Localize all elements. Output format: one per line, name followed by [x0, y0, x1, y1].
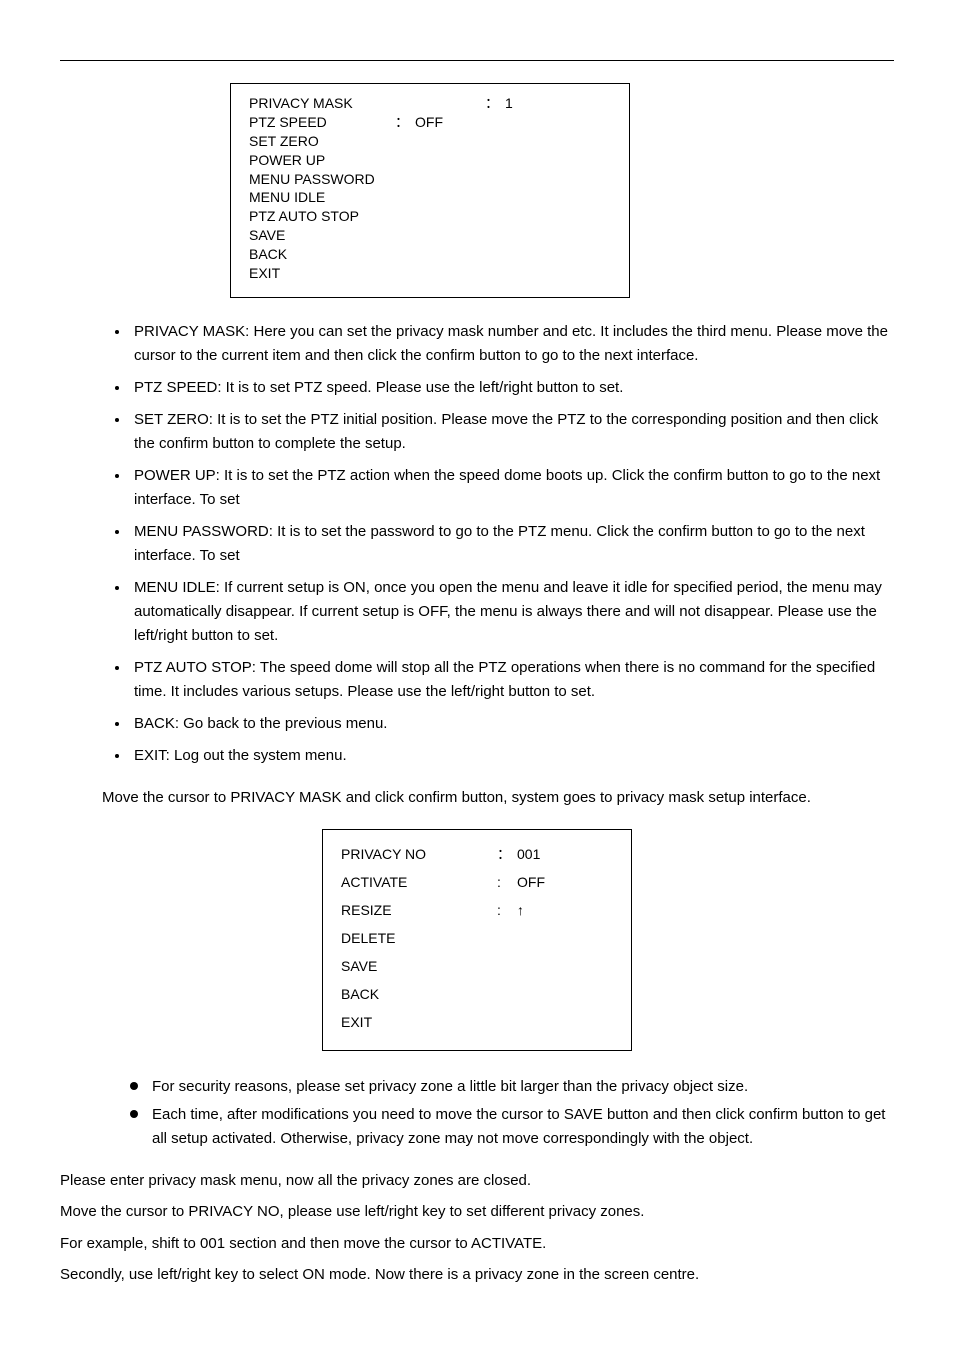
menu-item-privacy-mask: PRIVACY MASK ： 1	[249, 94, 611, 113]
menu-label: ACTIVATE	[341, 868, 491, 896]
list-item: SET ZERO: It is to set the PTZ initial p…	[130, 408, 894, 456]
menu-label: SET ZERO	[249, 132, 409, 151]
menu-sep: :	[491, 868, 517, 896]
tail-text: Move the cursor to PRIVACY NO, please us…	[60, 1200, 894, 1223]
menu-label: EXIT	[341, 1008, 491, 1036]
menu-sep: ：	[389, 113, 415, 132]
menu-item-back: BACK	[341, 980, 613, 1008]
list-item: PTZ AUTO STOP: The speed dome will stop …	[130, 656, 894, 704]
list-item: BACK: Go back to the previous menu.	[130, 712, 894, 736]
menu-sep: :	[491, 896, 517, 924]
menu-value: OFF	[517, 868, 545, 896]
list-item: Each time, after modifications you need …	[130, 1103, 894, 1151]
list-item: MENU IDLE: If current setup is ON, once …	[130, 576, 894, 648]
menu-item-resize: RESIZE : ↑	[341, 896, 613, 924]
menu-label: PTZ AUTO STOP	[249, 207, 409, 226]
menu-label: BACK	[249, 245, 409, 264]
menu-item-exit: EXIT	[249, 264, 611, 283]
menu-item-privacy-no: PRIVACY NO ： 001	[341, 840, 613, 868]
menu-label: EXIT	[249, 264, 409, 283]
page: PRIVACY MASK ： 1 PTZ SPEED ： OFF SET ZER…	[0, 0, 954, 1350]
tail-text: Secondly, use left/right key to select O…	[60, 1263, 894, 1286]
list-item: For security reasons, please set privacy…	[130, 1075, 894, 1099]
menu-sep: ：	[491, 840, 517, 868]
menu-item-delete: DELETE	[341, 924, 613, 952]
tail-text: For example, shift to 001 section and th…	[60, 1232, 894, 1255]
menu-label: PRIVACY NO	[341, 840, 491, 868]
menu-value: OFF	[415, 113, 443, 132]
menu-label: SAVE	[341, 952, 491, 980]
menu-item-menu-idle: MENU IDLE	[249, 188, 611, 207]
menu-label: POWER UP	[249, 151, 409, 170]
list-item: EXIT: Log out the system menu.	[130, 744, 894, 768]
function-menu-box: PRIVACY MASK ： 1 PTZ SPEED ： OFF SET ZER…	[230, 83, 630, 298]
menu-label: PRIVACY MASK	[249, 94, 409, 113]
menu-item-back: BACK	[249, 245, 611, 264]
list-item: POWER UP: It is to set the PTZ action wh…	[130, 464, 894, 512]
menu-sep: ：	[479, 94, 505, 113]
menu-label: PTZ SPEED	[249, 113, 389, 132]
menu-label: BACK	[341, 980, 491, 1008]
menu-item-exit: EXIT	[341, 1008, 613, 1036]
menu-item-activate: ACTIVATE : OFF	[341, 868, 613, 896]
menu-item-save: SAVE	[341, 952, 613, 980]
menu-label: DELETE	[341, 924, 491, 952]
menu-value: ↑	[517, 896, 524, 924]
menu-label: MENU IDLE	[249, 188, 409, 207]
privacy-notes-list: For security reasons, please set privacy…	[60, 1075, 894, 1151]
menu-label: RESIZE	[341, 896, 491, 924]
menu-item-set-zero: SET ZERO	[249, 132, 611, 151]
menu-label: SAVE	[249, 226, 409, 245]
menu-item-save: SAVE	[249, 226, 611, 245]
privacy-mask-menu-box: PRIVACY NO ： 001 ACTIVATE : OFF RESIZE :…	[322, 829, 632, 1051]
menu-item-ptz-speed: PTZ SPEED ： OFF	[249, 113, 611, 132]
feature-description-list: PRIVACY MASK: Here you can set the priva…	[60, 320, 894, 768]
top-rule	[60, 60, 894, 61]
menu-item-menu-password: MENU PASSWORD	[249, 170, 611, 189]
menu-value: 001	[517, 840, 540, 868]
menu-item-ptz-auto-stop: PTZ AUTO STOP	[249, 207, 611, 226]
privacy-mask-intro-text: Move the cursor to PRIVACY MASK and clic…	[60, 786, 894, 809]
list-item: MENU PASSWORD: It is to set the password…	[130, 520, 894, 568]
tail-text: Please enter privacy mask menu, now all …	[60, 1169, 894, 1192]
list-item: PRIVACY MASK: Here you can set the priva…	[130, 320, 894, 368]
list-item: PTZ SPEED: It is to set PTZ speed. Pleas…	[130, 376, 894, 400]
menu-item-power-up: POWER UP	[249, 151, 611, 170]
menu-label: MENU PASSWORD	[249, 170, 409, 189]
menu-value: 1	[505, 94, 513, 113]
